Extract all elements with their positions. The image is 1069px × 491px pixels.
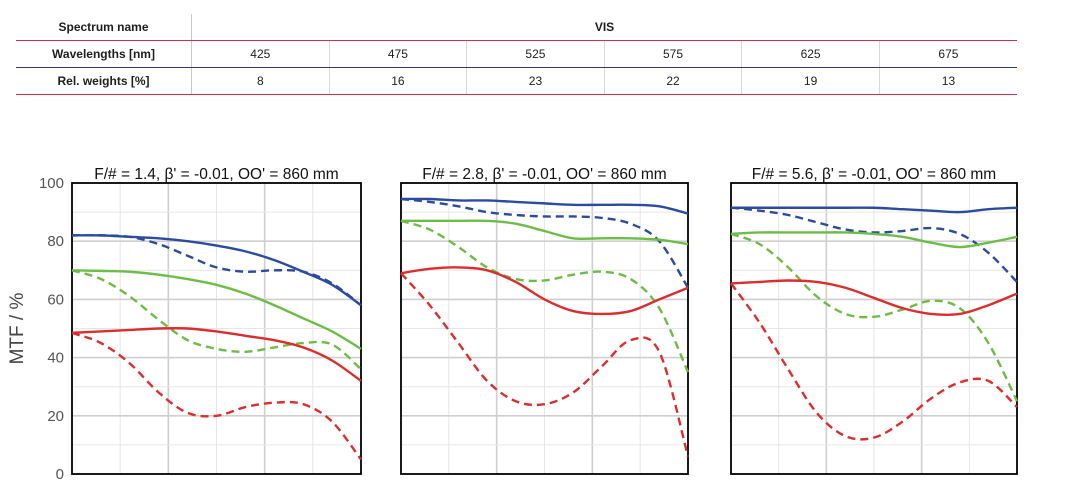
spectrum-table: Spectrum name VIS Wavelengths [nm] 425 4…: [16, 14, 1017, 95]
chart-title: F/# = 2.8, β' = -0.01, OO' = 860 mm: [422, 166, 666, 183]
mtf-curve-dashed: [71, 331, 362, 461]
mtf-curve-solid: [400, 266, 689, 316]
y-axis-label: MTF / %: [7, 293, 28, 365]
weights-label: Rel. weights [%]: [16, 67, 192, 95]
weight-cell: 16: [329, 67, 468, 95]
mtf-curve-dashed: [730, 282, 1018, 441]
y-tick-label: 20: [47, 408, 64, 425]
wavelength-cell: 525: [466, 40, 605, 68]
weight-cell: 23: [466, 67, 605, 95]
mtf-curve-solid: [730, 231, 1018, 249]
wavelength-cell: 625: [741, 40, 880, 68]
wavelengths-label: Wavelengths [nm]: [16, 40, 192, 68]
y-tick-label: 60: [47, 291, 64, 308]
spectrum-name-label: Spectrum name: [16, 14, 192, 41]
mtf-curve-solid: [731, 206, 1018, 214]
mtf-curve-solid: [401, 219, 689, 246]
y-tick-label: 80: [47, 233, 64, 250]
plot-frame: [71, 182, 362, 475]
mtf-curve-solid: [71, 234, 362, 307]
mtf-curve-dashed: [71, 269, 362, 371]
mtf-curve-dashed: [400, 272, 690, 457]
mtf-curve-dashed: [71, 234, 362, 307]
table-row: Spectrum name VIS: [16, 14, 1017, 41]
y-tick-label: 100: [39, 175, 64, 192]
mtf-curve-dashed: [730, 232, 1019, 402]
table-row: Rel. weights [%] 8 16 23 22 19 13: [16, 67, 1017, 95]
mtf-curve-dashed: [400, 219, 690, 373]
y-tick-label: 0: [56, 466, 64, 483]
weight-cell: 13: [879, 67, 1017, 95]
wavelength-cell: 675: [879, 40, 1017, 68]
plot-frame: [400, 182, 689, 475]
mtf-curve-solid: [71, 269, 362, 350]
chart-title: F/# = 5.6, β' = -0.01, OO' = 860 mm: [752, 166, 996, 183]
plot-frame: [730, 182, 1018, 475]
weight-cell: 19: [741, 67, 880, 95]
wavelength-cell: 575: [604, 40, 743, 68]
spectrum-name-value: VIS: [191, 14, 1017, 41]
wavelength-cell: 425: [191, 40, 330, 68]
mtf-curve-solid: [71, 327, 362, 382]
mtf-curve-solid: [400, 197, 689, 215]
weight-cell: 8: [191, 67, 330, 95]
y-tick-label: 40: [47, 350, 64, 367]
wavelength-cell: 475: [329, 40, 468, 68]
weight-cell: 22: [604, 67, 743, 95]
chart-title: F/# = 1.4, β' = -0.01, OO' = 860 mm: [94, 166, 338, 183]
mtf-curve-solid: [730, 279, 1018, 317]
table-row: Wavelengths [nm] 425 475 525 575 625 675: [16, 40, 1017, 68]
mtf-curve-dashed: [730, 206, 1018, 283]
mtf-curve-dashed: [400, 197, 690, 289]
